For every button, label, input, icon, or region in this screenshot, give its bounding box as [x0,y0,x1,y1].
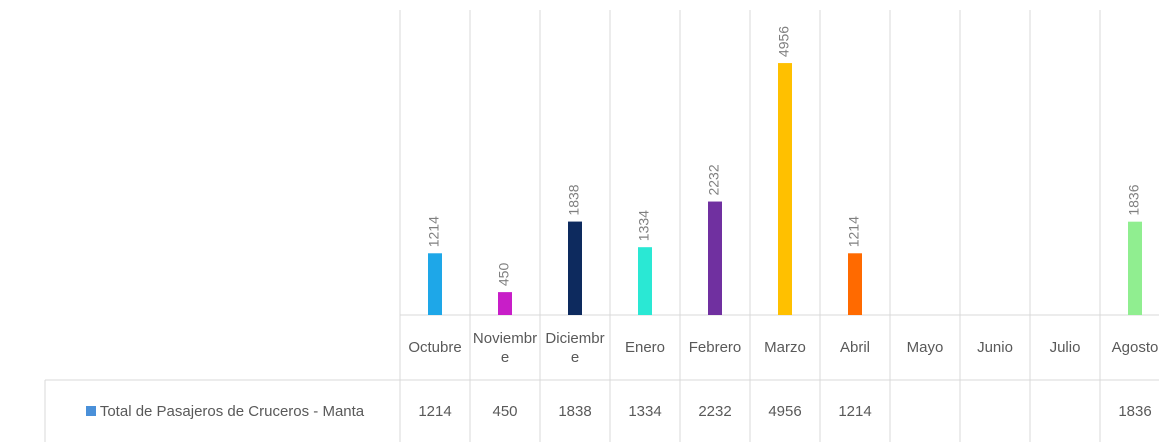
data-label: 4956 [776,26,792,57]
category-label: Julio [1049,339,1081,356]
data-label: 450 [496,263,512,287]
bar [498,292,512,315]
data-label: 2232 [706,164,722,195]
category-label: Junio [977,339,1013,356]
category-label: Abril [839,339,870,356]
category-label: Enero [624,339,666,356]
category-label: Diciembre [545,329,605,366]
category-label: Marzo [764,339,806,356]
bar [848,253,862,315]
legend-key [85,405,96,416]
category-label: Mayo [906,339,944,356]
data-label: 1836 [1126,184,1142,215]
bar [638,247,652,315]
bar [778,63,792,315]
table-value: 4956 [768,402,802,420]
category-label: Febrero [688,339,742,356]
data-label: 1334 [636,210,652,241]
bar [568,221,582,315]
bar [708,201,722,315]
table-value: 1214 [418,402,452,420]
data-label: 1838 [566,184,582,215]
table-value: 1334 [628,402,662,420]
table-value: 1836 [1118,402,1152,420]
table-value: 1838 [558,402,592,420]
table-value: 1214 [838,402,872,420]
bar [1128,221,1142,315]
data-label: 1214 [846,216,862,247]
category-label: Agosto [1111,339,1159,356]
data-label: 1214 [426,216,442,247]
table-value: 450 [492,402,518,420]
bar [428,253,442,315]
category-label: Noviembre [472,329,538,366]
series-name: Total de Pasajeros de Cruceros - Manta [99,402,365,420]
category-label: Octubre [408,339,462,356]
table-value: 2232 [698,402,732,420]
series-row-header: Total de Pasajeros de Cruceros - Manta [50,380,400,442]
